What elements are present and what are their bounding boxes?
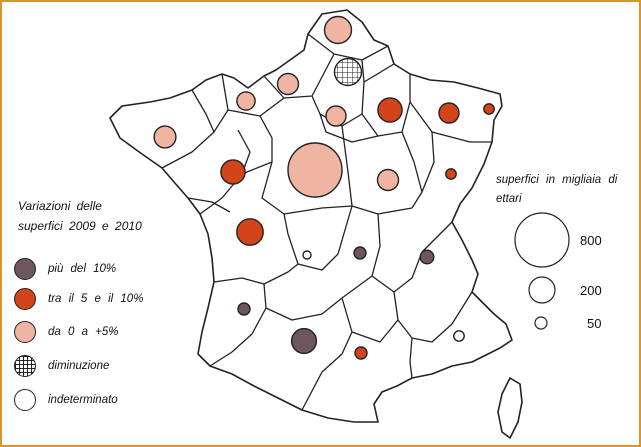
corsica-outline — [497, 377, 523, 439]
legend-item-ind: indeterminato — [14, 387, 118, 413]
size-circle-50 — [534, 316, 548, 330]
legend-label: tra il 5 e il 10% — [48, 293, 144, 305]
region-bubble-tra — [377, 97, 403, 123]
swatch-dark-circle — [14, 258, 36, 280]
region-bubble-piu — [353, 246, 367, 260]
size-label-50: 50 — [587, 316, 602, 331]
france-outline — [109, 9, 513, 423]
region-bubble-tra — [483, 103, 495, 115]
legend-label: da 0 a +5% — [48, 326, 119, 338]
legend-item-piu: più del 10% — [14, 256, 116, 282]
swatch-hatched-circle — [14, 355, 36, 377]
region-bubble-da — [276, 72, 300, 96]
legend-title-line1: Variazioni delle — [18, 199, 102, 213]
legend-title-line2: superfici 2009 e 2010 — [18, 219, 142, 233]
region-bubble-ind — [453, 330, 465, 342]
region-bubble-da — [376, 168, 400, 192]
swatch-pink-circle — [14, 321, 36, 343]
size-circle-200 — [528, 276, 556, 304]
legend-item-da: da 0 a +5% — [14, 319, 119, 345]
region-bubbles — [153, 15, 495, 360]
size-circle-800 — [514, 212, 570, 268]
region-bubble-tra — [438, 102, 460, 124]
legend-item-dim: diminuzione — [14, 353, 109, 379]
legend-title: Variazioni delle superfici 2009 e 2010 — [18, 196, 178, 236]
swatch-empty-circle — [14, 389, 36, 411]
region-bubble-da — [323, 15, 353, 45]
region-borders — [161, 33, 492, 411]
region-bubble-tra — [354, 346, 368, 360]
region-bubble-piu — [237, 302, 251, 316]
size-label-800: 800 — [580, 233, 602, 248]
region-bubble-da — [287, 142, 343, 198]
region-bubble-tra — [445, 168, 457, 180]
region-bubble-piu — [290, 327, 318, 355]
size-legend-circles — [514, 212, 570, 330]
region-bubble-tra — [236, 218, 264, 246]
region-bubble-da — [236, 91, 256, 111]
region-bubble-ind — [302, 250, 312, 260]
legend-label: diminuzione — [48, 360, 110, 372]
swatch-orange-circle — [14, 288, 36, 310]
region-bubble-piu — [419, 249, 435, 265]
region-bubble-da — [153, 125, 177, 149]
legend-label: indeterminato — [48, 394, 118, 406]
size-legend-title-line1: superfici in migliaia di — [496, 174, 618, 186]
region-bubble-dim — [333, 57, 363, 87]
size-legend-title-line2: ettari — [496, 193, 522, 205]
legend-item-tra: tra il 5 e il 10% — [14, 286, 143, 312]
region-bubble-tra — [220, 159, 246, 185]
region-bubble-da — [325, 105, 347, 127]
legend-label: più del 10% — [48, 263, 117, 275]
size-label-200: 200 — [580, 283, 602, 298]
size-legend-title: superfici in migliaia di ettari — [496, 171, 636, 209]
